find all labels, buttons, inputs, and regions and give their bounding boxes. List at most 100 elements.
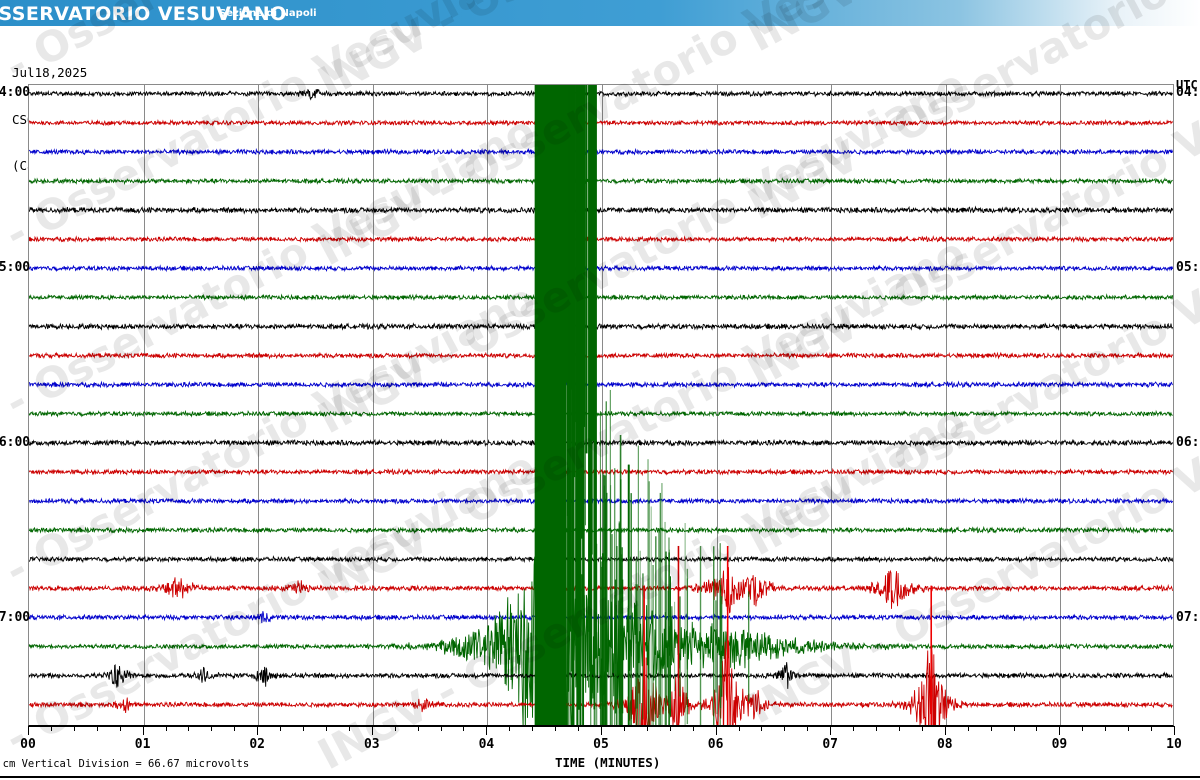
x-tick-minor [1013, 726, 1015, 731]
x-tick-minor [990, 726, 992, 731]
utc-label: UTC [1176, 78, 1198, 92]
major-event-coda-spike [621, 579, 624, 714]
major-event-spike [580, 85, 583, 539]
x-tick-minor [738, 726, 740, 731]
major-event-spike [573, 85, 576, 478]
major-event-spike [577, 85, 579, 653]
gridline-minute-2 [258, 85, 260, 725]
major-event-spike [585, 85, 588, 454]
gridline-minute-8 [945, 85, 947, 725]
major-event-coda-spike [636, 584, 638, 709]
x-tick-minor [188, 726, 190, 731]
x-tick-minor [1082, 726, 1084, 731]
left-time-label: 05:00 [0, 259, 31, 275]
right-time-label: 05:10 [1176, 259, 1200, 275]
major-event-spike [571, 85, 573, 672]
x-tick-minor [119, 726, 121, 731]
x-tick-minor [761, 726, 763, 731]
x-tick-minor [165, 726, 167, 731]
x-tick-minor [234, 726, 236, 731]
x-tick-major [142, 726, 144, 735]
seismic-trace-04-10 [29, 118, 1173, 127]
major-event-coda-spike [679, 596, 681, 697]
x-tick-major [1059, 726, 1061, 735]
x-tick-minor [555, 726, 557, 731]
major-event-coda-spike [627, 464, 630, 725]
seismic-trace-04-40 [29, 205, 1173, 215]
seismic-trace-04-50 [29, 235, 1173, 244]
seismic-trace-04-00 [29, 88, 1173, 101]
footer-rule [0, 776, 1200, 778]
major-event-coda-spike [667, 590, 669, 703]
x-tick-minor [669, 726, 671, 731]
x-tick-minor [211, 726, 213, 731]
app-banner: OSSERVATORIO VESUVIANO Sezione di Napoli [0, 0, 1200, 26]
x-tick-major [257, 726, 259, 735]
x-tick-major [28, 726, 29, 735]
x-tick-major [1174, 726, 1175, 735]
major-event-coda-spike [668, 537, 670, 725]
x-tick-minor [898, 726, 900, 731]
x-tick-minor [646, 726, 648, 731]
major-event-coda-spike [616, 546, 618, 725]
x-axis-title: TIME (MINUTES) [555, 755, 661, 770]
major-event-coda-spike [652, 565, 654, 725]
major-event-coda-spike [658, 531, 660, 725]
header-date: Jul18,2025 [12, 65, 88, 80]
seismic-trace-05-00 [29, 264, 1173, 273]
major-event-spike [585, 85, 586, 526]
major-event-spike [582, 85, 585, 725]
x-tick-major [944, 726, 946, 735]
major-event-coda-spike [634, 584, 636, 709]
major-event-spike [568, 85, 572, 632]
x-tick-minor [73, 726, 75, 731]
gridline-minute-1 [143, 85, 145, 725]
seismic-trace-05-20 [29, 321, 1173, 331]
gridline-minute-7 [831, 85, 833, 725]
major-event-coda-spike [647, 459, 649, 725]
clipped-red-spike [726, 545, 729, 725]
x-tick-major [371, 726, 373, 735]
x-tick-minor [280, 726, 282, 731]
major-event-coda-spike [599, 411, 601, 725]
major-event-coda-spike [618, 523, 620, 725]
x-tick-minor [853, 726, 855, 731]
seismogram-plot [28, 84, 1174, 726]
right-time-label: 07:10 [1176, 610, 1200, 626]
major-event-coda-spike [659, 492, 661, 725]
x-tick-minor [50, 726, 52, 731]
major-event-coda-spike [674, 601, 676, 692]
x-tick-major [715, 726, 717, 735]
major-event-coda-spike [603, 485, 605, 725]
x-tick-major [601, 726, 602, 735]
x-tick-minor [509, 726, 511, 731]
right-time-label: 06:10 [1176, 434, 1200, 450]
x-tick-major [830, 726, 832, 735]
major-event-coda-spike [604, 475, 606, 725]
major-event-spike [568, 85, 570, 725]
major-event-coda-spike [650, 506, 652, 725]
major-event-coda-spike [639, 550, 641, 725]
major-event-spike [575, 85, 577, 423]
x-tick-label: 05 [593, 737, 609, 752]
major-event-coda-spike [686, 568, 689, 725]
x-tick-minor [692, 726, 694, 731]
x-tick-label: 10 [1166, 737, 1182, 752]
major-event-coda-spike [715, 600, 717, 693]
major-event-spike [584, 85, 585, 678]
major-event-spike [569, 85, 571, 561]
major-event-coda-spike [642, 573, 644, 720]
major-event-coda-spike [748, 591, 750, 702]
x-tick-label: 02 [249, 737, 266, 752]
gridline-minute-3 [372, 85, 374, 725]
trace-canvas [29, 85, 1173, 725]
x-tick-minor [1105, 726, 1107, 731]
x-tick-minor [440, 726, 442, 731]
gridline-minute-4 [487, 85, 489, 725]
major-event-spike [564, 85, 567, 462]
vertical-division-note: 1 cm Vertical Division = 66.67 microvolt… [0, 758, 250, 770]
major-event-coda-spike [593, 356, 595, 725]
x-tick-label: 04 [478, 737, 495, 752]
major-event-coda-spike [613, 468, 616, 725]
x-tick-minor [784, 726, 786, 731]
